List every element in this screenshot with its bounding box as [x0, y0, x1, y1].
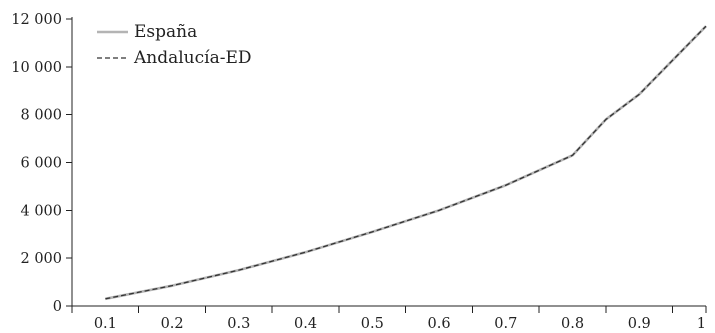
y-tick-label: 8 000 [20, 108, 62, 124]
legend-label-andalucia-ed: Andalucía-ED [133, 48, 252, 68]
y-axis-ticks: 0 2 000 4 000 6 000 8 000 10 000 12 000 [11, 12, 72, 315]
legend-label-espana: España [134, 22, 197, 42]
x-tick-label: 1 [697, 316, 706, 332]
series-layer [105, 25, 707, 301]
x-tick-label: 0.6 [428, 316, 451, 332]
x-tick-label: 0.7 [494, 316, 517, 332]
x-tick-label: 0.5 [361, 316, 384, 332]
series-line-andalucia-ed [105, 25, 707, 300]
x-tick-label: 0.8 [561, 316, 584, 332]
y-tick-label: 12 000 [11, 12, 62, 28]
y-tick-label: 6 000 [20, 156, 62, 172]
y-tick-label: 0 [53, 299, 62, 315]
x-tick-label: 0.4 [294, 316, 317, 332]
legend: España Andalucía-ED [97, 22, 252, 68]
x-tick-label: 0.1 [94, 316, 117, 332]
x-axis-ticks: 0.1 0.2 0.3 0.4 0.5 0.6 0.7 0.8 0.9 1 [71, 306, 707, 332]
y-tick-label: 2 000 [20, 251, 62, 267]
y-tick-label: 10 000 [11, 60, 62, 76]
y-tick-label: 4 000 [20, 203, 62, 219]
x-tick-label: 0.2 [161, 316, 184, 332]
x-tick-label: 0.3 [227, 316, 250, 332]
x-tick-label: 0.9 [628, 316, 651, 332]
